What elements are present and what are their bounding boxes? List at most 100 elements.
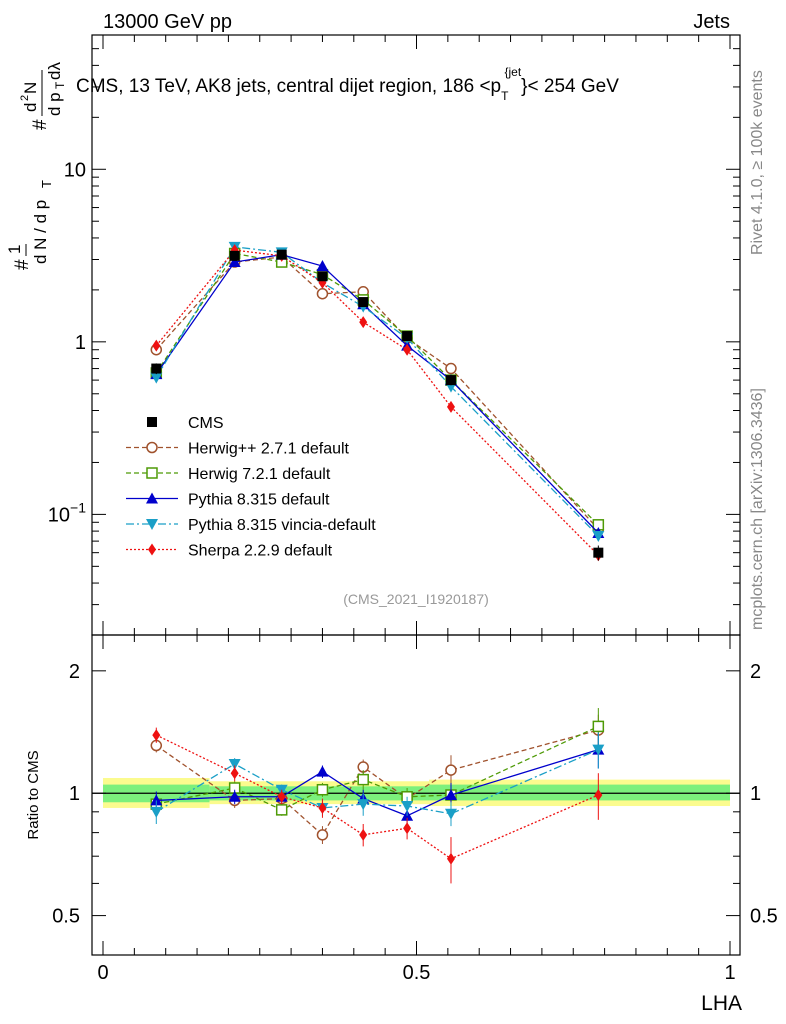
legend-marker-4 xyxy=(148,543,156,556)
svg-text:#: # xyxy=(12,259,33,270)
ratio-point-4-1 xyxy=(230,767,239,780)
legend-label-data: CMS xyxy=(188,415,224,432)
xtick-label-1: 0.5 xyxy=(403,962,431,984)
ratio-ytick-label-0: 0.5 xyxy=(52,906,80,928)
data-point-7 xyxy=(593,547,604,558)
ratio-point-4-6 xyxy=(446,852,455,865)
svg-text:T: T xyxy=(39,180,54,188)
svg-text:dλ: dλ xyxy=(45,62,64,80)
legend-marker-0 xyxy=(146,441,158,454)
series-point-4-6 xyxy=(446,400,455,413)
legend-label-2: Pythia 8.315 default xyxy=(188,492,330,509)
xtick-label-2: 1 xyxy=(724,962,735,984)
series-point-0-6 xyxy=(445,362,457,375)
main-ytick-label-0: 10 xyxy=(48,504,70,526)
ratio-point-3-6 xyxy=(444,808,457,820)
ratio-point-1-2 xyxy=(275,804,288,816)
ratio-point-2-1 xyxy=(228,790,241,802)
ratio-line-3 xyxy=(155,749,599,815)
series-point-2-1 xyxy=(228,256,241,268)
ratio-point-3-1 xyxy=(228,758,241,770)
ratio-point-1-4 xyxy=(357,773,369,786)
series-line-1 xyxy=(155,252,599,526)
data-point-1 xyxy=(229,250,240,261)
svg-text:d N / d p: d N / d p xyxy=(31,200,50,264)
ratio-ytick-label-right-2: 2 xyxy=(750,661,761,683)
legend-marker-data xyxy=(147,417,157,427)
legend-label-0: Herwig++ 2.7.1 default xyxy=(188,441,350,458)
svg-text:d p: d p xyxy=(45,92,64,116)
legend-item-1: Herwig 7.2.1 default xyxy=(126,466,331,483)
analysis-tag: (CMS_2021_I1920187) xyxy=(343,591,489,607)
legend-item-0: Herwig++ 2.7.1 default xyxy=(126,441,350,458)
series-line-4 xyxy=(155,249,599,556)
svg-text:2: 2 xyxy=(19,95,31,101)
svg-text:N: N xyxy=(21,82,40,94)
ratio-point-4-2 xyxy=(277,790,286,803)
main-ytick-label-2: 10 xyxy=(64,159,86,181)
legend-marker-1 xyxy=(146,467,158,479)
ratio-point-3-4 xyxy=(357,799,370,811)
ratio-point-2-0 xyxy=(150,794,163,806)
ratio-ytick-label-1: 1 xyxy=(69,783,80,805)
legend-item-4: Sherpa 2.2.9 default xyxy=(126,543,333,560)
ratio-ytick-label-2: 2 xyxy=(69,661,80,683)
legend-label-1: Herwig 7.2.1 default xyxy=(188,466,331,483)
ratio-line-0 xyxy=(155,729,599,836)
ratio-point-3-0 xyxy=(150,806,163,818)
series-3 xyxy=(150,241,605,827)
ratio-point-1-3 xyxy=(316,783,329,796)
ratio-point-3-5 xyxy=(401,801,414,813)
header-right: Jets xyxy=(693,11,730,33)
ratio-point-4-4 xyxy=(359,828,368,841)
svg-text:1: 1 xyxy=(5,245,24,254)
series-point-4-4 xyxy=(359,316,368,329)
ratio-line-2 xyxy=(156,749,599,817)
data-series xyxy=(151,249,604,561)
legend-item-2: Pythia 8.315 default xyxy=(126,492,330,509)
header-left: 13000 GeV pp xyxy=(103,11,232,33)
ratio-line-1 xyxy=(156,725,599,811)
data-point-0 xyxy=(151,363,162,374)
svg-text:T: T xyxy=(53,81,67,89)
ratio-y-axis-label: Ratio to CMS xyxy=(25,750,42,839)
legend-marker-2 xyxy=(146,492,158,504)
ratio-point-4-7 xyxy=(594,788,603,801)
xtick-label-0: 0 xyxy=(97,962,108,984)
ratio-point-4-3 xyxy=(318,801,327,814)
ratio-band-inner-2 xyxy=(429,784,730,801)
data-point-4 xyxy=(358,297,369,308)
legend-marker-3 xyxy=(146,519,158,530)
ratio-ytick-label-right-1: 1 xyxy=(750,783,761,805)
ratio-point-4-5 xyxy=(403,822,412,835)
series-point-3-7 xyxy=(592,530,605,542)
series-point-4-5 xyxy=(403,343,412,356)
mcplots-label: mcplots.cern.ch [arXiv:1306.3436] xyxy=(749,388,766,630)
series-line-3 xyxy=(155,246,599,537)
ratio-point-3-7 xyxy=(592,744,605,756)
series-point-3-0 xyxy=(150,372,163,384)
ratio-point-1-7 xyxy=(592,720,605,733)
rivet-version-label: Rivet 4.1.0, ≥ 100k events xyxy=(749,70,766,255)
legend-label-3: Pythia 8.315 vincia-default xyxy=(188,517,376,534)
main-ytick-exponent: −1 xyxy=(70,499,86,515)
series-line-2 xyxy=(155,254,599,534)
main-y-axis-label: # 1 d N / d p T # d 2 N d p T dλ xyxy=(5,62,67,270)
data-point-6 xyxy=(445,375,456,386)
ratio-point-2-3 xyxy=(316,765,329,777)
svg-text:#: # xyxy=(30,119,51,130)
data-point-2 xyxy=(276,249,287,260)
ratio-ytick-label-right-0: 0.5 xyxy=(750,906,778,928)
ratio-point-2-6 xyxy=(444,788,457,800)
ratio-point-0-6 xyxy=(445,764,457,776)
series-point-0-3 xyxy=(316,287,329,300)
ratio-point-0-3 xyxy=(316,829,329,841)
series-2 xyxy=(150,248,605,825)
ratio-point-4-0 xyxy=(152,729,161,742)
data-point-3 xyxy=(317,271,328,282)
series-line-0 xyxy=(155,256,599,530)
data-point-5 xyxy=(402,331,413,342)
legend-label-4: Sherpa 2.2.9 default xyxy=(188,543,333,560)
chart-title: CMS, 13 TeV, AK8 jets, central dijet reg… xyxy=(76,65,619,103)
